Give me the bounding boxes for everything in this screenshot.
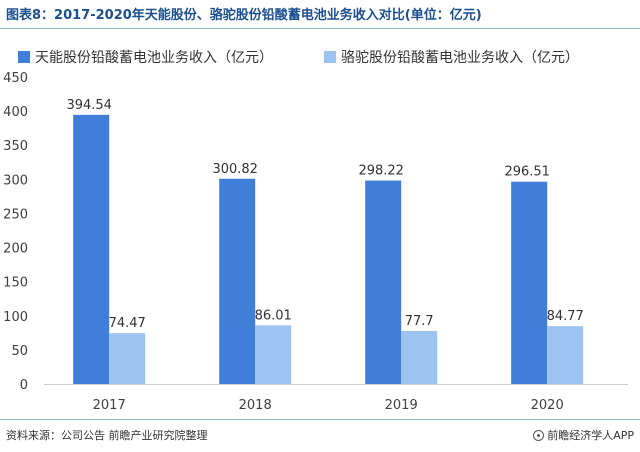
x-tick-label-2020: 2020	[531, 398, 564, 413]
data-label-series-2-2017: 74.47	[109, 316, 146, 331]
x-tick-label-2019: 2019	[385, 398, 418, 413]
bar-series-2-2018	[255, 325, 292, 384]
y-tick-label: 100	[3, 310, 28, 325]
legend-swatch-series-2	[324, 51, 336, 63]
y-tick-label: 300	[3, 173, 28, 188]
data-label-series-2-2020: 84.77	[547, 309, 584, 324]
data-label-series-1-2018: 300.82	[212, 162, 258, 177]
bar-series-1-2020	[511, 181, 548, 384]
legend-swatch-series-1	[18, 51, 30, 63]
y-tick-label: 350	[3, 139, 28, 154]
y-tick-label: 200	[3, 242, 28, 257]
data-label-series-1-2017: 394.54	[66, 98, 112, 113]
x-tick-label-2018: 2018	[239, 398, 272, 413]
source-note: 资料来源：公司公告 前瞻产业研究院整理	[6, 429, 208, 442]
bar-series-2-2017	[109, 333, 146, 384]
x-tick-label-2017: 2017	[93, 398, 126, 413]
brand-logo-icon	[533, 429, 545, 441]
bar-series-1-2018	[219, 178, 256, 384]
bar-series-1-2017	[73, 114, 110, 384]
brand-credit: 前瞻经济学人APP	[533, 427, 634, 443]
legend-item-series-1: 天能股份铅酸蓄电池业务收入（亿元）	[18, 47, 273, 67]
y-tick-label: 150	[3, 276, 28, 291]
title-divider	[0, 28, 640, 29]
chart-title: 图表8：2017-2020年天能股份、骆驼股份铅酸蓄电池业务收入对比(单位：亿元…	[6, 8, 482, 23]
data-label-series-1-2020: 296.51	[504, 165, 550, 180]
legend-label-series-1: 天能股份铅酸蓄电池业务收入（亿元）	[35, 50, 273, 66]
y-tick-label: 450	[3, 71, 28, 86]
bar-series-2-2020	[547, 326, 584, 384]
data-label-series-2-2019: 77.7	[405, 314, 434, 329]
bar-chart: 0 50 100 150 200 250 300 350 400 450 394.54 74.47 20…	[3, 71, 628, 413]
bar-series-2-2019	[401, 330, 438, 384]
y-tick-label: 50	[11, 344, 28, 359]
data-label-series-2-2018: 86.01	[255, 308, 292, 323]
bar-series-1-2019	[365, 180, 402, 384]
data-label-series-1-2019: 298.22	[358, 164, 404, 179]
y-tick-label: 400	[3, 105, 28, 120]
y-tick-label: 0	[20, 378, 28, 393]
legend-label-series-2: 骆驼股份铅酸蓄电池业务收入（亿元）	[341, 50, 579, 66]
y-tick-label: 250	[3, 207, 28, 222]
footer-divider	[0, 419, 640, 420]
brand-name: 前瞻经济学人APP	[547, 429, 634, 442]
legend-item-series-2: 骆驼股份铅酸蓄电池业务收入（亿元）	[324, 47, 579, 67]
